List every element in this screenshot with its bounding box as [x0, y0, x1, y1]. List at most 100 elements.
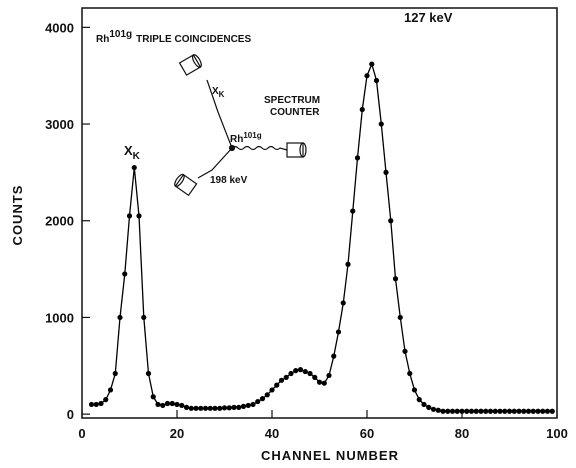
data-point: [202, 405, 209, 411]
data-point: [231, 404, 237, 410]
data-point: [259, 396, 266, 402]
data-point: [112, 370, 118, 377]
data-point: [174, 401, 180, 408]
y-tick-label: 3000: [45, 117, 74, 132]
x-tick-label: 100: [546, 426, 568, 441]
x-tick-label: 20: [170, 426, 184, 441]
inset-label: 198 keV: [210, 175, 248, 186]
data-point: [440, 408, 446, 414]
data-point: [307, 370, 313, 377]
data-point: [340, 300, 346, 306]
data-point: [530, 408, 536, 414]
chart-title: Rh101g TRIPLE COINCIDENCES: [96, 29, 251, 45]
data-point: [198, 405, 204, 411]
data-point: [207, 405, 213, 411]
data-point: [126, 213, 133, 219]
data-point: [245, 402, 251, 409]
data-point: [212, 405, 218, 411]
data-point: [350, 208, 356, 214]
data-point: [402, 348, 408, 354]
title-part: Rh: [96, 34, 109, 45]
data-point: [88, 401, 95, 408]
data-point: [445, 408, 451, 414]
data-line: [91, 62, 553, 412]
data-point: [269, 387, 275, 393]
data-point: [435, 407, 441, 413]
data-point: [521, 408, 527, 414]
inset-label-sup: 101g: [243, 131, 261, 140]
data-point: [392, 276, 399, 282]
data-point: [383, 169, 389, 175]
data-point: [98, 400, 104, 407]
data-point: [107, 387, 114, 393]
data-point: [430, 406, 437, 412]
data-point: [283, 374, 289, 380]
y-tick-label: 0: [67, 407, 74, 422]
data-point: [278, 377, 285, 383]
data-point: [449, 408, 456, 414]
data-point: [421, 401, 427, 408]
data-point: [345, 261, 351, 267]
x-tick-label: 40: [265, 426, 279, 441]
data-point: [473, 408, 479, 414]
data-point: [502, 408, 508, 414]
data-point: [487, 408, 494, 414]
data-point: [416, 397, 422, 403]
data-point: [316, 379, 323, 385]
data-point: [164, 400, 171, 407]
inset-label-sub: K: [219, 90, 225, 99]
peak-label-main: X: [124, 143, 133, 158]
title-part: TRIPLE COINCIDENCES: [136, 34, 251, 45]
inset-label: XK: [212, 86, 225, 99]
data-point: [497, 408, 503, 414]
x-tick-label: 80: [455, 426, 469, 441]
data-point: [378, 121, 384, 127]
data-point: [160, 402, 166, 409]
data-point: [549, 408, 555, 414]
inset-label-main: X: [212, 86, 219, 97]
peak-label: XK: [124, 143, 141, 162]
data-point: [359, 106, 365, 113]
data-point: [312, 374, 318, 380]
data-point: [354, 155, 361, 161]
data-point: [388, 218, 394, 224]
y-tick-label: 1000: [45, 310, 74, 325]
data-point: [155, 401, 161, 408]
y-axis-title: COUNTS: [10, 185, 25, 246]
peak-label: 127 keV: [404, 10, 453, 25]
peak-label-sub: K: [133, 151, 141, 162]
data-point: [150, 394, 156, 400]
data-point: [169, 400, 175, 407]
data-point: [93, 401, 99, 408]
data-point: [183, 404, 190, 410]
inset-label-main: Rh: [230, 134, 243, 145]
data-point: [397, 314, 403, 321]
data-point: [525, 408, 532, 414]
data-point: [331, 353, 337, 359]
data-point: [540, 408, 546, 414]
data-point: [131, 164, 137, 171]
data-point: [236, 404, 242, 410]
data-point: [145, 370, 152, 377]
data-point: [188, 405, 194, 411]
data-point: [302, 368, 308, 375]
data-point: [193, 405, 199, 411]
data-point: [274, 382, 280, 388]
data-point: [297, 367, 304, 373]
data-point: [483, 408, 489, 414]
inset-label: COUNTER: [270, 107, 320, 118]
data-point: [516, 408, 522, 414]
data-point: [250, 401, 256, 408]
y-tick-label: 2000: [45, 214, 74, 229]
data-point: [240, 403, 247, 409]
data-point: [221, 405, 228, 411]
data-point: [255, 398, 261, 405]
plot-frame: [81, 7, 558, 419]
data-point: [217, 405, 223, 411]
inset-diagram: [174, 54, 307, 197]
data-point: [511, 408, 517, 414]
data-point: [141, 314, 147, 321]
data-point: [321, 380, 327, 386]
data-point: [364, 73, 370, 79]
data-point: [411, 387, 418, 393]
